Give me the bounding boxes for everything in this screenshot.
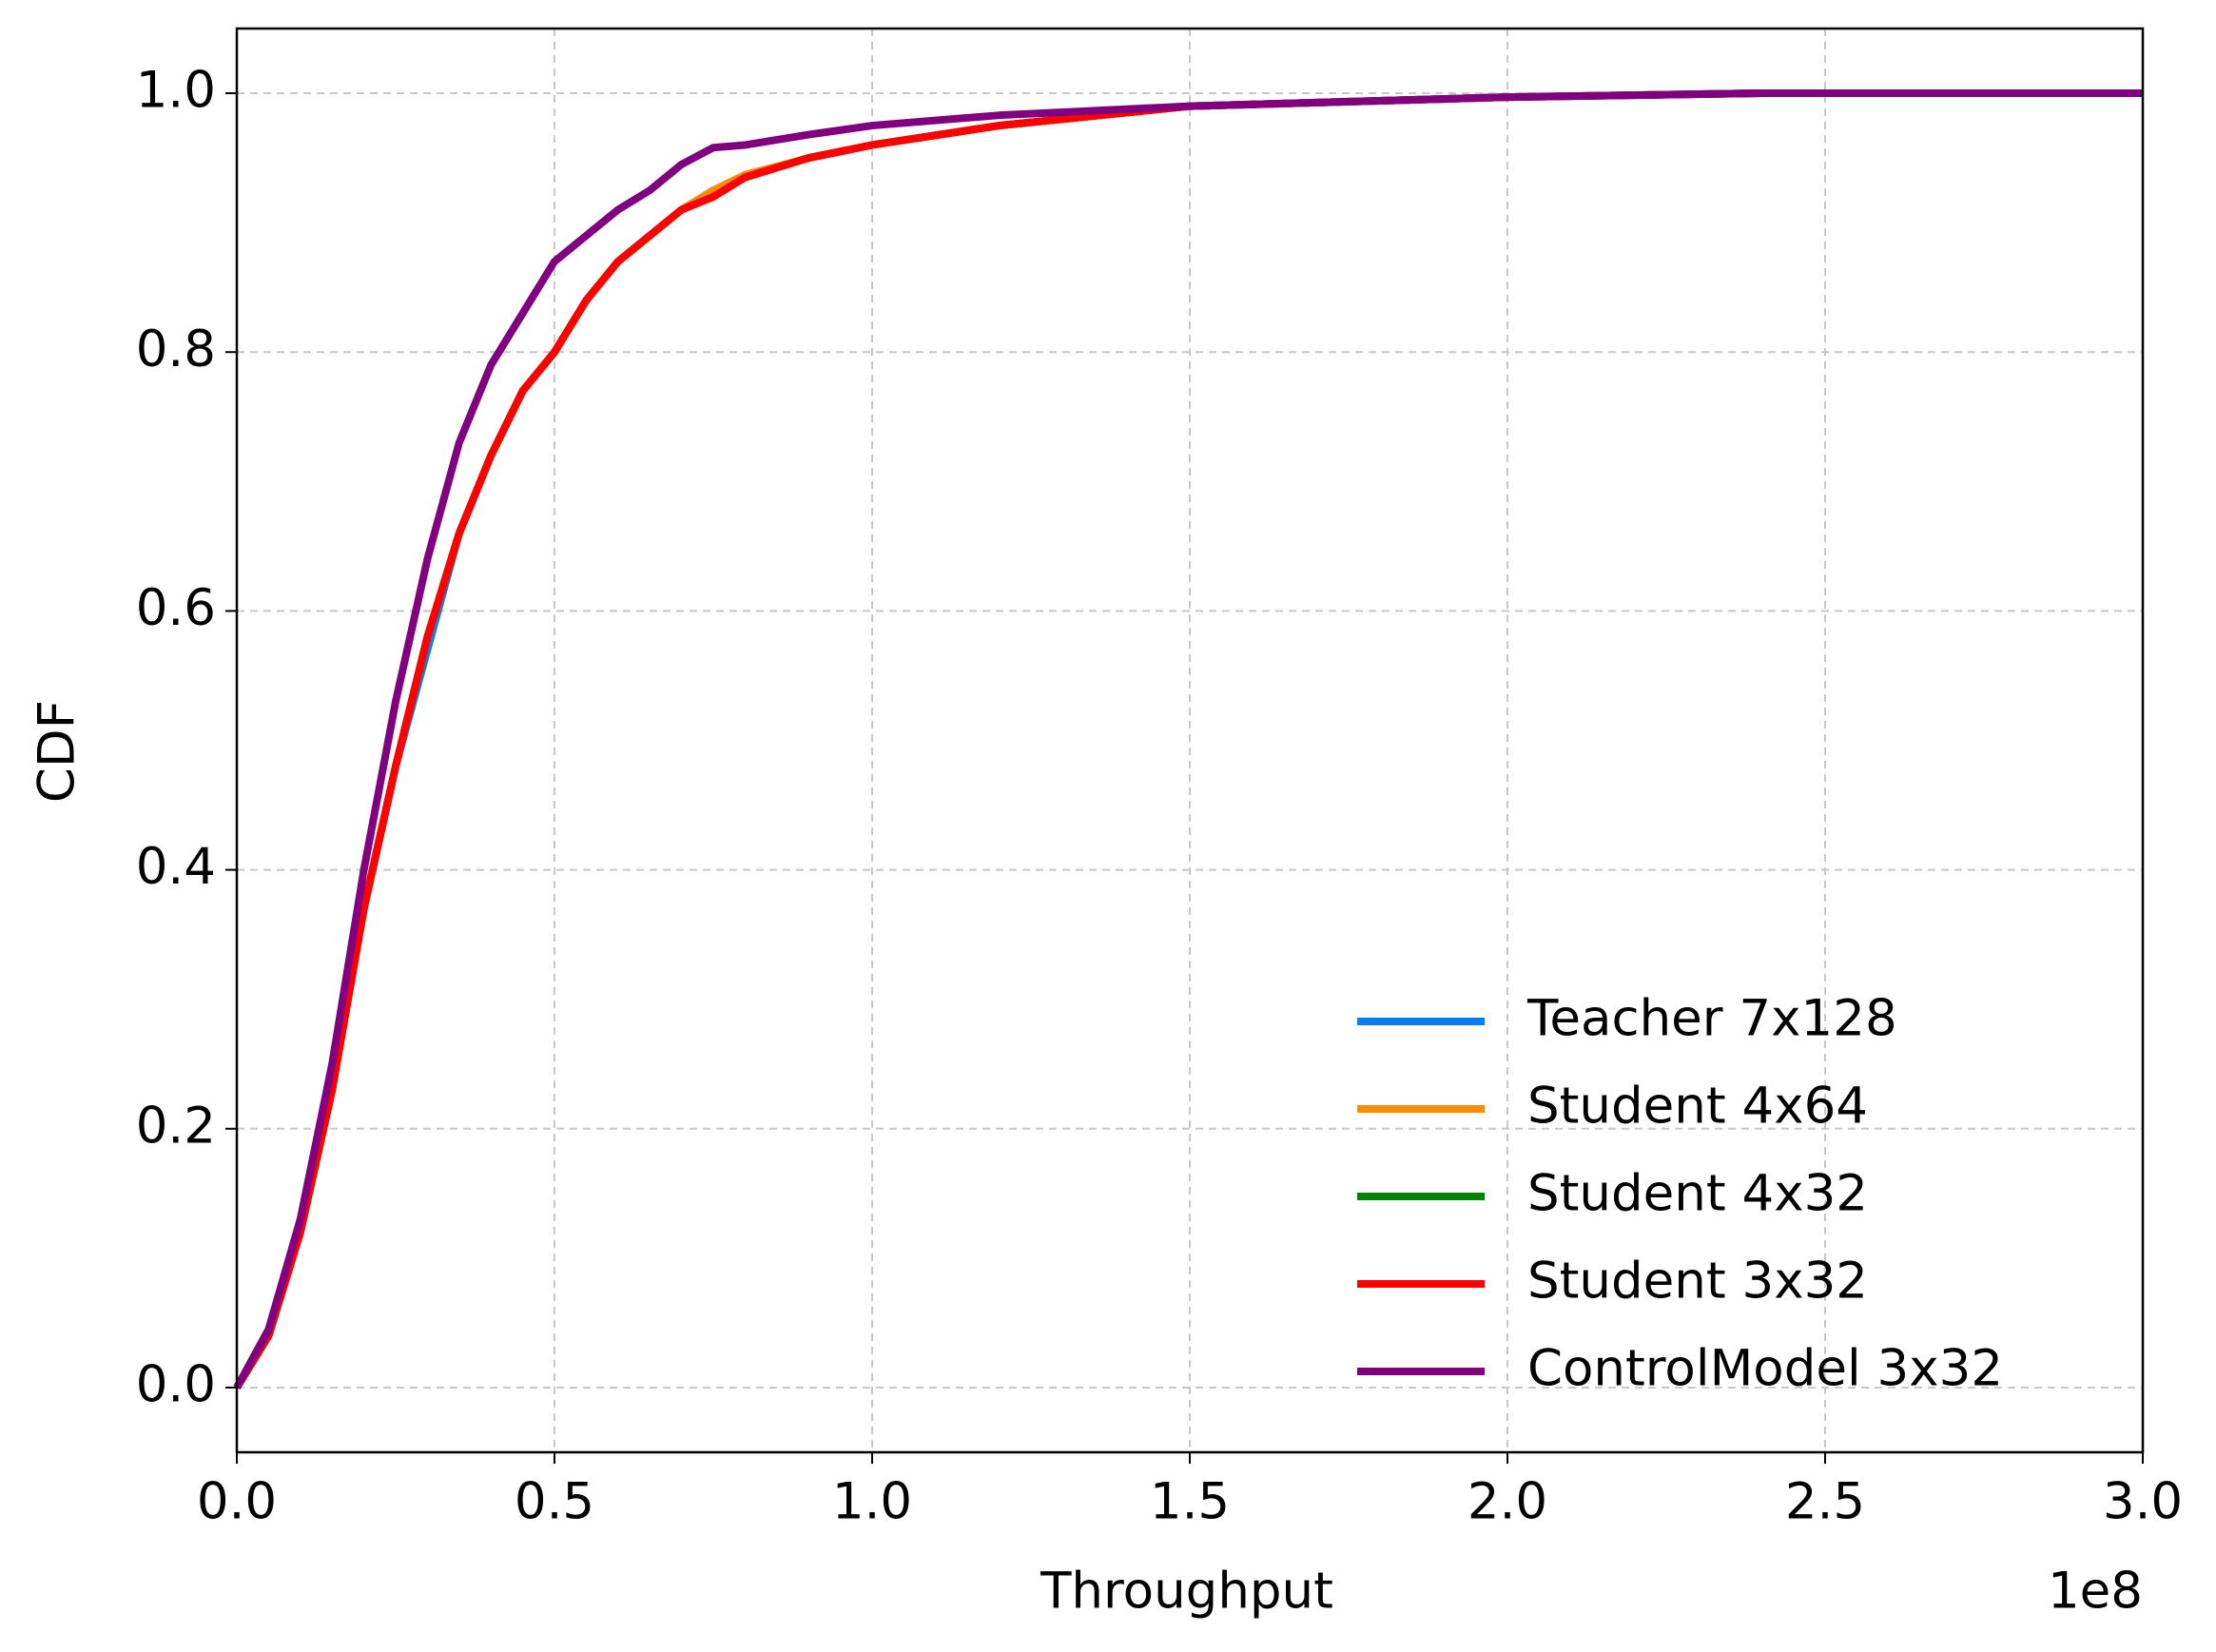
x-tick-label: 2.0 xyxy=(1468,1473,1547,1531)
y-tick-label: 0.2 xyxy=(136,1097,216,1155)
y-tick-label: 0.0 xyxy=(136,1356,216,1414)
x-tick-label: 0.5 xyxy=(515,1473,594,1531)
plot-frame xyxy=(235,27,2145,1454)
x-tick-label: 1.0 xyxy=(832,1473,912,1531)
y-tick-label: 1.0 xyxy=(136,62,216,120)
legend-label: Teacher 7x128 xyxy=(1526,990,1897,1048)
legend-label: ControlModel 3x32 xyxy=(1527,1340,2003,1398)
legend-label: Student 4x64 xyxy=(1527,1078,1868,1136)
y-axis-label: CDF xyxy=(29,700,87,803)
series-line xyxy=(233,89,2143,1390)
y-tick-label: 0.6 xyxy=(136,579,216,637)
x-tick-label: 2.5 xyxy=(1785,1473,1865,1531)
y-tick-label: 0.4 xyxy=(136,838,216,896)
x-tick-label: 0.0 xyxy=(197,1473,277,1531)
x-tick-label: 1.5 xyxy=(1150,1473,1230,1531)
x-axis-label: Throughput xyxy=(1040,1563,1333,1621)
y-tick-label: 0.8 xyxy=(136,321,216,379)
legend-label: Student 3x32 xyxy=(1527,1253,1868,1311)
legend-label: Student 4x32 xyxy=(1527,1165,1868,1223)
x-offset-label: 1e8 xyxy=(2048,1563,2143,1621)
x-tick-label: 3.0 xyxy=(2103,1473,2183,1531)
series-line xyxy=(233,89,2143,1390)
